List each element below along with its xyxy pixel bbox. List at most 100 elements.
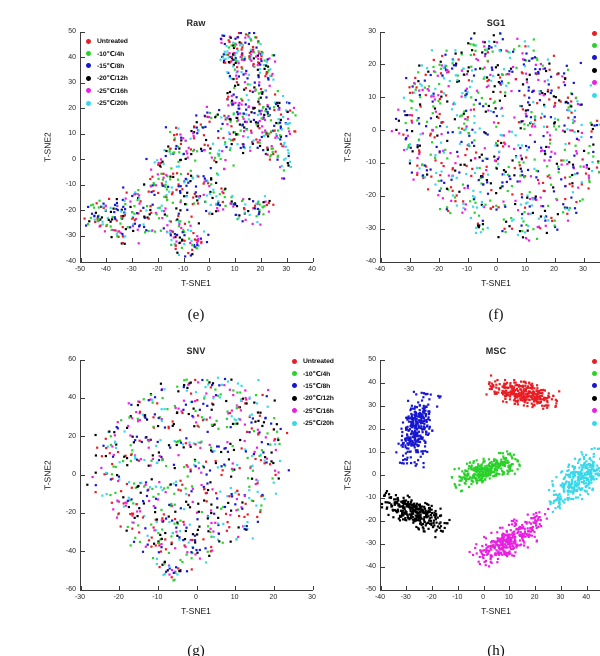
legend-item: -25℃/16h (592, 405, 600, 417)
y-tick-mark (381, 64, 385, 66)
y-tick-mark (381, 162, 385, 164)
x-tick-mark (286, 258, 288, 262)
legend-item: -25℃/20h (592, 417, 600, 429)
y-tick-label: -60 (65, 586, 76, 593)
y-tick-label: 50 (68, 28, 76, 35)
subplot-raw: Raw T-SNE2 T-SNE1 (e) Untreated -10℃/4h -1… (40, 16, 340, 344)
y-tick-label: 10 (368, 448, 376, 455)
subplot-snv: SNV T-SNE2 T-SNE1 (g) Untreated -10℃/4h -1… (40, 344, 340, 656)
x-tick-label: 30 (579, 266, 587, 273)
scatter-points-canvas (81, 32, 313, 262)
y-tick-mark (81, 133, 85, 135)
y-tick-mark (81, 31, 85, 33)
legend-item: Untreated (592, 27, 600, 39)
panel-letter: (f) (488, 307, 504, 323)
x-tick-mark (438, 258, 440, 262)
legend-label: -25℃/20h (97, 100, 128, 108)
x-tick-mark (509, 586, 511, 590)
x-tick-mark (467, 258, 469, 262)
legend-item: -15℃/8h (592, 380, 600, 392)
legend-color-dot (86, 75, 91, 81)
legend-color-dot (86, 88, 91, 94)
y-tick-label: 0 (372, 471, 376, 478)
x-tick-label: 10 (230, 266, 239, 273)
legend-color-dot (592, 395, 597, 401)
legend-color-dot (292, 420, 297, 426)
legend-color-dot (292, 408, 297, 414)
legend-color-dot (592, 92, 597, 98)
x-tick-mark (273, 586, 275, 590)
y-tick-label: -20 (65, 509, 76, 517)
y-tick-label: 20 (68, 104, 76, 112)
y-tick-mark (381, 520, 385, 522)
x-tick-label: 20 (530, 594, 539, 601)
y-tick-mark (81, 82, 85, 84)
panel-letter: (e) (187, 307, 205, 323)
x-tick-mark (157, 258, 159, 262)
x-tick-label: -40 (374, 266, 386, 273)
scatter-points-canvas (381, 360, 600, 590)
x-tick-label: 20 (269, 594, 278, 601)
x-tick-label: -20 (432, 266, 444, 273)
y-tick-label: 0 (72, 471, 76, 478)
y-tick-mark (81, 359, 85, 361)
x-tick-label: -30 (403, 266, 415, 273)
x-tick-label: -40 (374, 594, 386, 601)
x-tick-label: 40 (308, 266, 316, 273)
x-tick-mark (457, 586, 459, 590)
legend-color-dot (86, 51, 91, 57)
legend-color-dot (86, 63, 91, 69)
y-tick-label: 30 (68, 79, 76, 87)
legend-label: -10℃/4h (97, 50, 125, 58)
axes-area (80, 359, 314, 591)
y-tick-mark (381, 589, 385, 591)
y-tick-label: 10 (368, 93, 376, 101)
legend-label: -25℃/16h (303, 407, 334, 415)
x-tick-label: -20 (152, 266, 163, 273)
y-tick-mark (381, 130, 385, 132)
legend-label: -15℃/8h (303, 382, 331, 390)
y-tick-mark (381, 497, 385, 499)
y-axis-label: T-SNE2 (42, 132, 53, 162)
y-tick-label: 40 (68, 394, 76, 402)
legend-item: -15℃/8h (86, 60, 128, 72)
legend-color-dot (86, 38, 91, 44)
y-tick-label: -10 (65, 181, 76, 189)
y-tick-mark (81, 512, 85, 514)
legend-item: -10℃/4h (592, 39, 600, 51)
legend-color-dot (86, 100, 91, 106)
x-tick-label: 30 (282, 266, 291, 273)
x-tick-mark (106, 258, 108, 262)
y-tick-mark (381, 451, 385, 453)
legend-label: -10℃/4h (303, 370, 331, 378)
y-tick-mark (381, 359, 385, 361)
legend: Untreated-10℃/4h-15℃/8h-20℃/12h-25℃/16h-… (592, 355, 600, 429)
legend-item: -20℃/12h (86, 72, 128, 84)
x-tick-label: -20 (113, 594, 124, 601)
y-tick-mark (81, 261, 85, 263)
legend-item: -15℃/8h (292, 380, 334, 392)
y-tick-mark (381, 428, 385, 430)
x-axis-label: T-SNE1 (181, 278, 211, 288)
x-axis-label: T-SNE1 (181, 606, 211, 616)
y-tick-mark (381, 382, 385, 384)
y-tick-mark (81, 108, 85, 110)
y-tick-mark (381, 405, 385, 407)
legend-item: -15℃/8h (592, 52, 600, 64)
y-tick-mark (381, 97, 385, 99)
x-tick-label: -40 (100, 266, 111, 273)
x-tick-mark (406, 586, 408, 590)
x-tick-label: 10 (521, 266, 529, 273)
legend-item: -10℃/4h (592, 367, 600, 379)
legend-color-dot (592, 358, 597, 364)
legend-item: -20℃/12h (592, 392, 600, 404)
legend-item: -25℃/16h (592, 77, 600, 89)
y-tick-label: -40 (65, 258, 76, 265)
legend-item: -10℃/4h (86, 47, 128, 59)
x-tick-label: 30 (308, 594, 316, 601)
x-tick-mark (132, 258, 134, 262)
legend-color-dot (592, 43, 597, 49)
x-tick-mark (80, 258, 82, 262)
x-tick-mark (312, 586, 314, 590)
x-tick-label: 0 (206, 266, 211, 273)
